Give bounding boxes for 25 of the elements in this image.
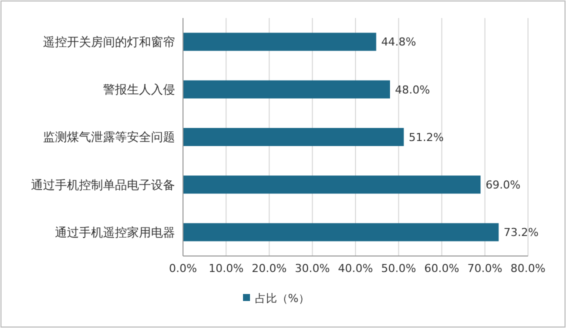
data-label: 69.0% <box>486 178 521 192</box>
data-label: 44.8% <box>381 36 416 49</box>
x-tick-label: 10.0% <box>208 262 244 275</box>
bar <box>183 80 390 98</box>
y-tick-label: 通过手机遥控家用电器 <box>55 225 175 240</box>
y-tick-label: 监测煤气泄露等安全问题 <box>43 130 175 144</box>
data-label: 73.2% <box>504 226 539 240</box>
x-tick-label: 30.0% <box>294 262 330 275</box>
bar <box>183 128 404 146</box>
bar <box>183 32 376 51</box>
data-label: 48.0% <box>395 83 430 96</box>
x-tick-label: 40.0% <box>338 262 373 275</box>
data-label: 51.2% <box>408 130 444 144</box>
x-tick-label: 70.0% <box>467 262 502 275</box>
y-tick-label: 遥控开关房间的灯和窗帘 <box>43 35 175 49</box>
bar <box>183 223 499 242</box>
x-tick-label: 0.0% <box>169 262 197 275</box>
x-tick-label: 60.0% <box>424 262 460 275</box>
legend-label: 占比（%） <box>255 292 310 305</box>
y-tick-label: 通过手机控制单品电子设备 <box>31 178 175 192</box>
x-tick-label: 50.0% <box>381 262 416 275</box>
y-tick-label: 警报生人入侵 <box>103 82 175 97</box>
x-tick-label: 20.0% <box>252 262 287 275</box>
bar <box>183 176 481 194</box>
x-tick-label: 80.0% <box>510 262 546 275</box>
